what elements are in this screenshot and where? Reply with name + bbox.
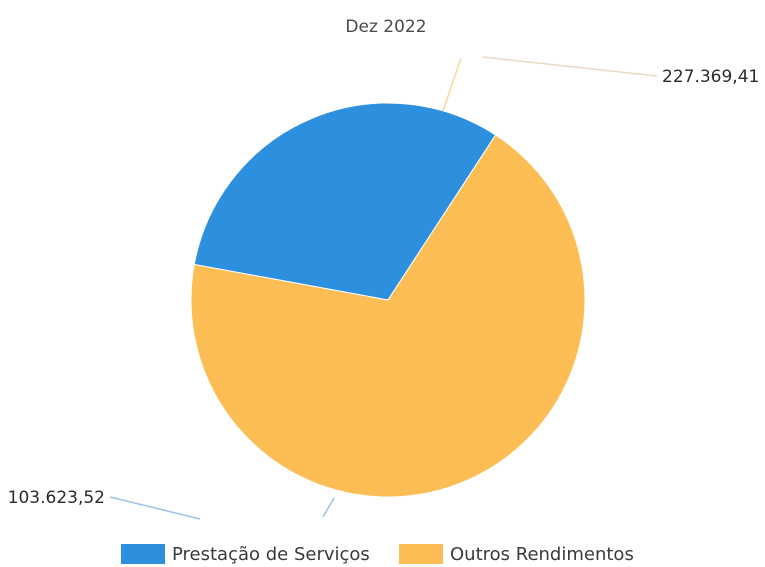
data-labels: 103.623,52 227.369,41 [8,67,760,508]
leader-lines [109,56,658,520]
label-connector-2 [482,56,658,77]
legend: Prestação de Serviços Outros Rendimentos [121,544,634,565]
data-label-2: 227.369,41 [662,67,759,87]
leader-line-1 [322,497,335,518]
legend-swatch-1 [121,544,165,564]
legend-swatch-2 [399,544,443,564]
legend-label-2: Outros Rendimentos [450,544,634,565]
pie-slice-2 [190,134,586,498]
legend-label-1: Prestação de Serviços [172,544,370,565]
leader-line-2 [442,57,462,112]
pie-slices [190,102,586,498]
pie-slice-1 [193,102,497,301]
data-label-1: 103.623,52 [8,488,105,508]
label-connector-1 [109,496,201,520]
chart-title: Dez 2022 [345,17,426,37]
